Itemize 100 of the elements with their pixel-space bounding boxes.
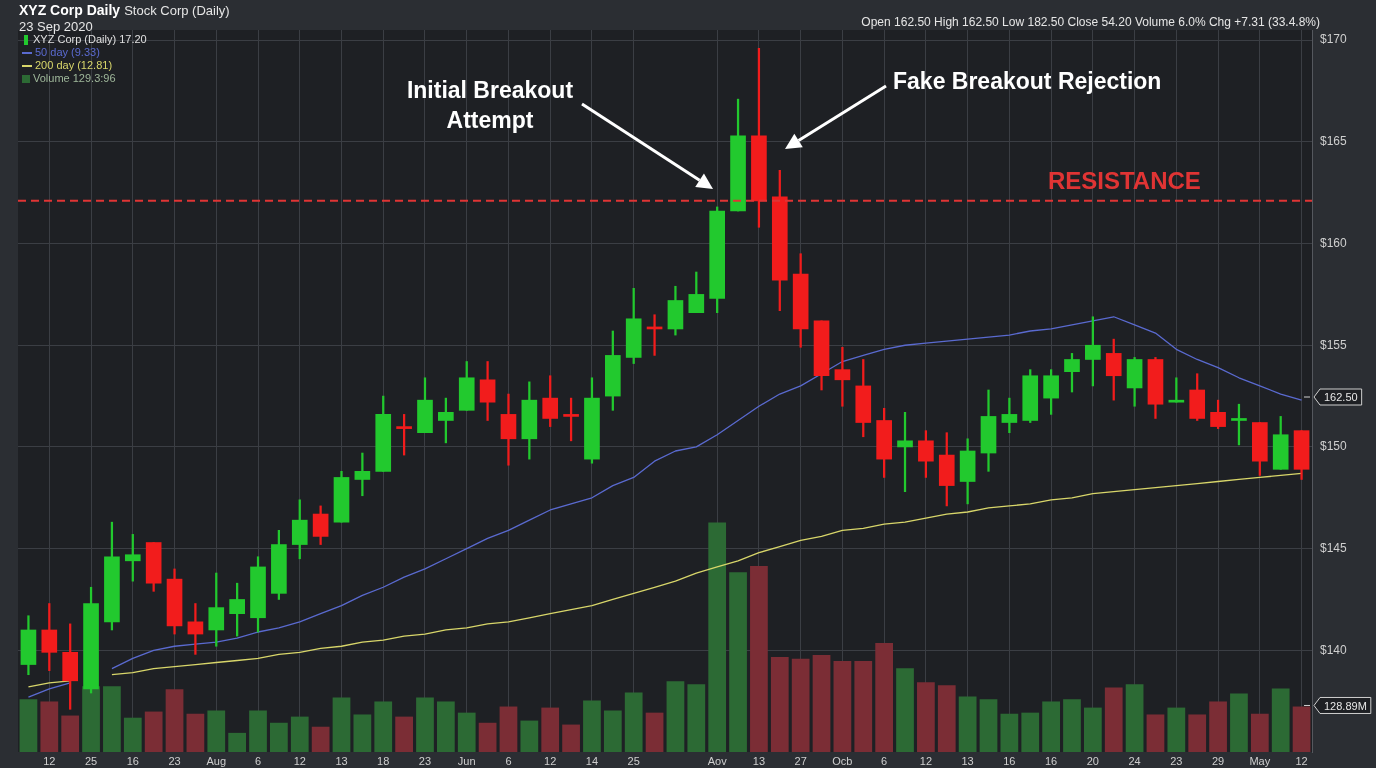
annotation: 23 Sep 2020 [19,19,93,34]
bar [61,715,80,752]
x-tick-label: 20 [1086,754,1099,767]
candlestick [354,452,371,497]
bar [1292,706,1311,752]
bar [1021,712,1040,752]
x-tick-label: 14 [585,754,599,767]
bar [249,710,267,752]
bar [1230,693,1248,752]
annotation: Fake Breakout Rejection [893,68,1162,95]
bar [896,668,914,752]
bar [123,717,142,752]
bar [520,720,539,752]
y-tick-label: $170 [1320,32,1348,47]
bar [1209,701,1227,752]
y-tick-label: $145 [1320,540,1348,555]
x-tick-label: 23 [1170,754,1183,767]
bar [1104,687,1123,752]
bar [1146,714,1165,752]
x-tick-label: 13 [335,754,348,767]
text: 162.50 [1324,391,1358,404]
x-tick-label: 29 [1211,754,1225,767]
bar [937,685,956,752]
x-tick-label: 6 [254,754,262,767]
x-tick-label: 12 [1295,754,1308,767]
bar [562,724,580,752]
x-tick-label: 23 [168,754,181,767]
x-tick-label: 12 [293,754,306,767]
candlestick [1001,397,1018,434]
bar [812,654,831,752]
ref-line-label: RESISTANCE [1047,167,1201,195]
bar [1250,713,1269,752]
legend-label: XYZ Corp (Daily) 17.20 [33,33,147,46]
x-tick-label: 25 [627,754,640,767]
bar [583,700,601,752]
bar [1000,713,1019,752]
bar [457,712,476,752]
x-tick-label: Aug [206,754,227,767]
y-tick-label: $150 [1320,439,1348,454]
bar [1125,684,1144,752]
candlestick [834,346,851,407]
x-tick-label: 13 [752,754,766,767]
legend-label: 200 day (12.81) [35,59,113,72]
y2-tick-label: 128.89M [1324,699,1367,712]
bar [353,714,372,752]
bar [1083,707,1102,752]
bar [958,696,977,752]
x-tick-label: 12 [919,754,933,767]
bar [1167,707,1186,752]
y-tick-label: $165 [1320,134,1348,149]
annotation: Initial Breakout Attempt [406,77,574,134]
x-tick-label: 18 [377,754,390,767]
x-tick-label: 6 [505,754,512,767]
bar [1063,699,1081,752]
bar [729,572,747,752]
bar [875,642,894,752]
bar [645,712,664,752]
bar [207,710,226,752]
bar [770,657,789,752]
bar [791,658,810,752]
bar [624,692,643,752]
bar [917,682,935,752]
x-tick-label: 16 [126,754,139,767]
bar [416,697,434,752]
bar [603,710,622,752]
y-tick-label: $155 [1320,337,1348,352]
legend-label: 50 day (9.33) [35,46,100,59]
text: Open 162.50 High 162.50 Low 182.50 Close 54.20 Volume 6.0% Chg +7.31 (33.4.8%) [861,15,1320,29]
x-tick-label: 12 [43,754,56,767]
x-tick-label: Ocb [832,754,853,767]
bar [666,681,685,752]
bar [395,716,413,752]
bar [165,689,184,752]
bar [854,661,873,752]
bar [478,722,497,752]
chart-title: XYZ Corp Daily [19,2,121,18]
bar [40,701,59,752]
bar [708,522,727,752]
bar [541,707,560,752]
chart-subtitle: Stock Corp (Daily) [124,3,230,18]
bar [374,701,393,752]
candlestick [187,603,204,655]
bar [290,716,309,752]
x-tick-label: Jun [457,754,476,767]
bar [228,732,247,752]
bar [499,706,518,752]
bar [144,711,163,752]
x-tick-label: 16 [1003,754,1016,767]
bar [311,726,330,752]
x-tick-label: 25 [84,754,98,767]
x-tick-label: 12 [544,754,557,767]
bar [750,566,768,752]
x-tick-label: 23 [418,754,432,767]
x-tick-label: May [1249,754,1271,767]
bar [19,699,38,752]
x-tick-label: 27 [794,754,807,767]
x-tick-label: 16 [1044,754,1058,767]
bar [332,697,351,752]
bar [687,684,706,752]
bar [1188,714,1207,752]
